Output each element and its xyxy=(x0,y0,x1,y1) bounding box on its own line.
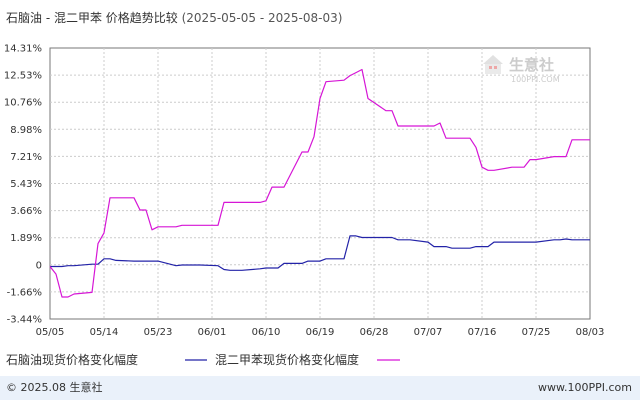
chart-title-text: 石脑油 - 混二甲苯 价格趋势比较 xyxy=(6,10,178,25)
x-tick-label: 06/28 xyxy=(360,327,389,338)
watermark-brand: 生意社 xyxy=(509,56,554,74)
y-tick-label: 7.21% xyxy=(10,152,42,163)
y-tick-label: 5.43% xyxy=(10,179,42,190)
y-tick-label: 3.66% xyxy=(10,206,42,217)
x-tick-label: 07/16 xyxy=(468,327,497,338)
x-axis-ticks: 05/05 05/14 05/23 06/01 06/10 06/19 06/28 07/07… xyxy=(36,327,605,338)
y-tick-label: 1.89% xyxy=(10,233,42,244)
footer-site: www.100PPI.com xyxy=(538,381,632,394)
grid-lines xyxy=(50,48,590,319)
y-tick-label: 12.53% xyxy=(4,71,42,82)
series-line-naphtha xyxy=(50,235,590,271)
footer-bar xyxy=(0,376,640,400)
watermark: 生意社 100PPI.COM xyxy=(483,55,560,84)
x-tick-label: 05/05 xyxy=(36,327,65,338)
y-tick-label: -3.44% xyxy=(7,315,42,326)
watermark-url: 100PPI.COM xyxy=(511,75,560,84)
series-line-xylene xyxy=(49,68,590,298)
chart-date-range: (2025-05-05 - 2025-08-03) xyxy=(182,11,343,25)
x-tick-label: 07/07 xyxy=(414,327,443,338)
x-tick-label: 05/14 xyxy=(90,327,119,338)
y-tick-label: -1.66% xyxy=(7,287,42,298)
y-tick-label: 0 xyxy=(36,260,42,271)
legend-label-naphtha: 石脑油现货价格变化幅度 xyxy=(6,352,138,367)
series-lines xyxy=(49,68,590,298)
y-tick-label: 10.76% xyxy=(4,98,42,109)
legend-label-xylene: 混二甲苯现货价格变化幅度 xyxy=(215,352,359,367)
x-tick-label: 06/01 xyxy=(198,327,227,338)
y-tick-label: 14.31% xyxy=(4,44,42,55)
watermark-logo-icon xyxy=(483,55,503,74)
chart-title: 石脑油 - 混二甲苯 价格趋势比较 (2025-05-05 - 2025-08-… xyxy=(6,10,342,25)
x-tick-label: 05/23 xyxy=(144,327,173,338)
legend: 石脑油现货价格变化幅度 混二甲苯现货价格变化幅度 xyxy=(6,352,400,367)
y-axis-ticks: 14.31% 12.53% 10.76% 8.98% 7.21% 5.43% 3.66% 1.… xyxy=(4,44,42,326)
x-tick-label: 06/19 xyxy=(306,327,335,338)
x-tick-label: 07/25 xyxy=(522,327,551,338)
y-tick-label: 8.98% xyxy=(10,125,42,136)
x-tick-label: 06/10 xyxy=(252,327,281,338)
footer-copyright: © 2025.08 生意社 xyxy=(6,380,102,394)
x-tick-label: 08/03 xyxy=(576,327,605,338)
